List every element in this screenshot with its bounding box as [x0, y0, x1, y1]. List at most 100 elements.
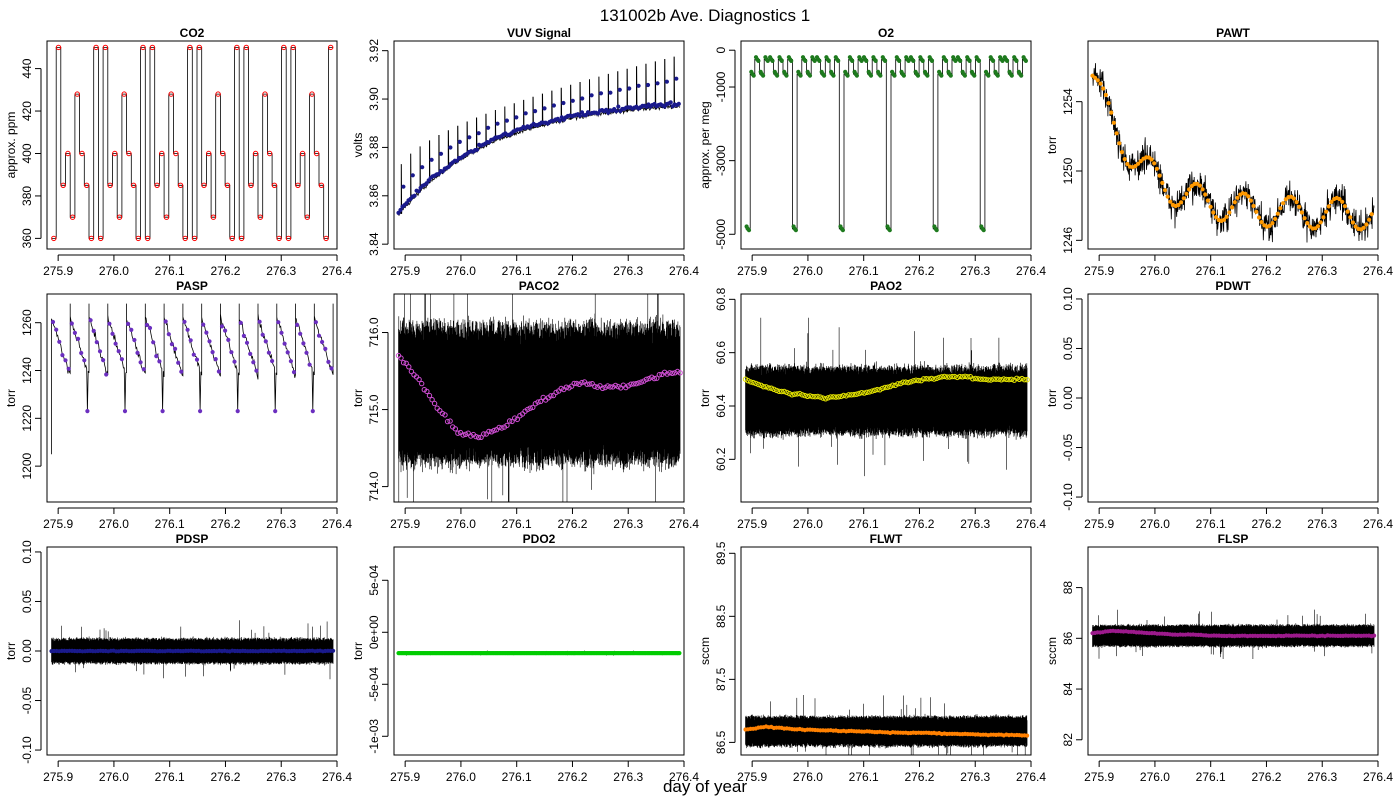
point-pao2-23 [802, 392, 808, 399]
point-pawt-10 [1117, 141, 1122, 146]
point-pawt-5 [1103, 92, 1109, 98]
point-pasp-9 [79, 350, 84, 356]
point-o2-46 [814, 55, 820, 60]
point-pawt-3 [1098, 81, 1103, 86]
point-paco2-23 [455, 430, 461, 436]
point-paco2-12 [426, 392, 433, 399]
y-axis-flwt: 86.5 87.5 88.5 89.5 [714, 541, 736, 754]
point-pasp-27 [135, 350, 140, 355]
point-o2-121 [932, 224, 937, 229]
point-pasp-53 [216, 369, 221, 374]
point-pao2-61 [900, 379, 906, 385]
point-pawt-32 [1176, 202, 1181, 208]
y-tick-flwt-1: 87.5 [714, 667, 728, 691]
y-tick-co2-2: 400 [20, 143, 34, 163]
point-pawt-49 [1221, 217, 1227, 222]
point-pasp-17 [104, 372, 109, 377]
x-axis-co2: 275.9 276.0 276.1 276.2 276.3 276.4 [43, 254, 352, 278]
point-pawt-76 [1294, 200, 1299, 205]
point-paco2-81 [605, 383, 611, 389]
point-vuv-75 [523, 111, 528, 116]
point-pao2-41 [848, 392, 855, 398]
point-pasp-82 [307, 362, 312, 367]
point-vuv-143 [636, 83, 641, 88]
trace-co2 [51, 47, 334, 239]
point-pawt-104 [1369, 212, 1374, 217]
frame-pawt [1087, 40, 1379, 250]
point-o2-91 [885, 224, 890, 229]
point-pasp-89 [329, 366, 334, 371]
point-pawt-86 [1321, 215, 1326, 220]
panel-title-pdwt: PDWT [1215, 279, 1251, 293]
y-tick-pasp-1: 1220 [20, 405, 34, 432]
x-axis-pawt: 275.9 276.0 276.1 276.2 276.3 276.4 [1084, 254, 1393, 278]
y-label-flwt: sccm [698, 637, 712, 665]
point-pasp-52 [213, 357, 218, 362]
x-tick-pasp-1: 276.0 [99, 517, 129, 531]
point-pao2-38 [840, 392, 847, 399]
x-tick-pawt-2: 276.1 [1196, 264, 1226, 278]
point-pao2-10 [768, 385, 774, 391]
point-o2-7 [753, 55, 759, 60]
point-o2-127 [941, 55, 946, 60]
point-paco2-109 [677, 370, 683, 376]
panel-title-pawt: PAWT [1216, 26, 1250, 40]
point-pasp-65 [254, 368, 259, 373]
y-axis-flsp: 82 84 86 88 [1061, 581, 1083, 746]
point-paco2-82 [607, 384, 613, 390]
x-tick-flwt-1: 276.0 [793, 770, 823, 784]
x-tick-pdsp-5: 276.4 [322, 770, 352, 784]
x-tick-pasp-3: 276.2 [210, 517, 240, 531]
point-pasp-46 [194, 357, 200, 362]
point-pasp-14 [94, 340, 99, 345]
point-vuv-64 [504, 118, 509, 123]
point-o2-137 [958, 58, 963, 64]
point-co2-53 [299, 150, 306, 157]
point-pasp-7 [72, 330, 78, 335]
point-co2-1 [55, 44, 62, 51]
point-pao2-24 [804, 393, 811, 399]
point-paco2-8 [416, 376, 422, 383]
point-pao2-60 [897, 380, 904, 387]
point-paco2-14 [431, 400, 438, 407]
point-paco2-26 [462, 431, 469, 437]
x-tick-pasp-5: 276.4 [322, 517, 352, 531]
point-pao2-83 [957, 373, 963, 380]
point-o2-61 [838, 224, 843, 229]
point-co2-45 [262, 91, 268, 97]
panel-title-pasp: PASP [176, 279, 208, 293]
point-paco2-85 [615, 383, 621, 390]
x-tick-vuv-4: 276.3 [613, 264, 643, 278]
point-pao2-11 [771, 386, 777, 392]
point-vuv-1 [398, 207, 403, 213]
point-co2-59 [328, 44, 334, 51]
point-pawt-84 [1315, 224, 1321, 229]
point-o2-98 [897, 58, 902, 64]
y-tick-pao2-2: 60.6 [714, 341, 728, 365]
panel-title-pao2: PAO2 [870, 279, 902, 293]
point-pawt-18 [1138, 159, 1143, 164]
point-o2-25 [782, 69, 787, 75]
point-pao2-77 [941, 373, 948, 380]
y-tick-pdsp-0: -0.10 [20, 736, 34, 764]
point-pasp-38 [169, 342, 174, 347]
point-pasp-51 [210, 350, 215, 355]
point-co2-7 [84, 182, 90, 189]
point-o2-148 [974, 55, 979, 60]
point-o2-110 [915, 73, 921, 78]
x-tick-o2-1: 276.0 [793, 264, 823, 278]
point-pao2-48 [866, 389, 873, 395]
point-o2-166 [1002, 55, 1007, 60]
point-pawt-80 [1305, 221, 1310, 226]
point-o2-20 [775, 73, 780, 78]
point-pao2-57 [890, 382, 896, 388]
point-vuv-19 [429, 157, 434, 162]
y-tick-co2-1: 380 [20, 186, 34, 206]
point-pao2-40 [846, 392, 852, 398]
y-tick-flsp-1: 84 [1061, 682, 1075, 696]
x-axis-vuv: 275.9 276.0 276.1 276.2 276.3 276.4 [390, 254, 699, 278]
point-paco2-33 [481, 431, 487, 437]
y-tick-pdwt-1: -0.05 [1061, 434, 1075, 462]
point-co2-49 [281, 44, 287, 51]
point-paco2-98 [649, 374, 655, 380]
